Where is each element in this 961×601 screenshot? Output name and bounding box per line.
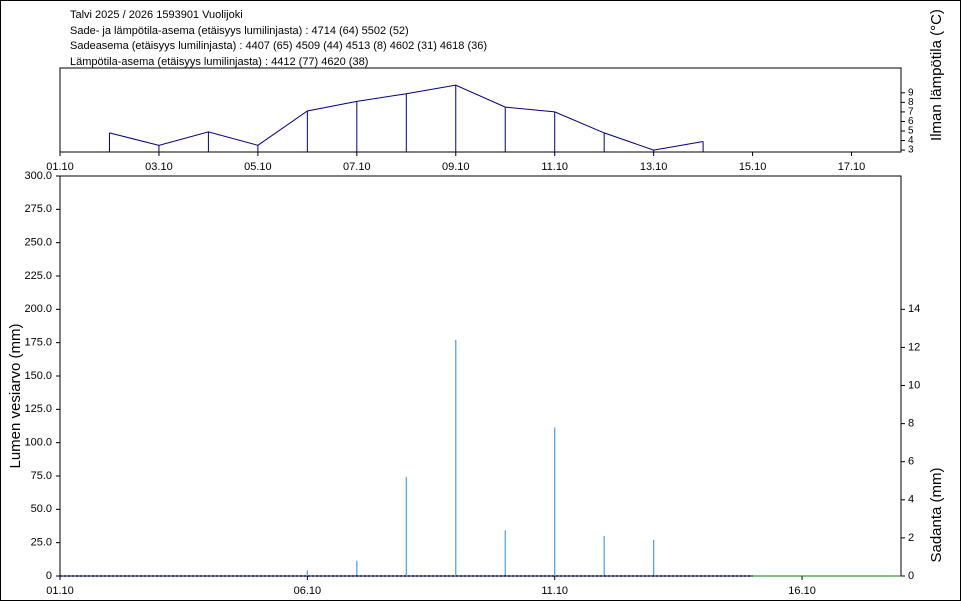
- y2-tick-label: 0: [908, 570, 914, 582]
- y-tick-label: 50.0: [31, 503, 52, 515]
- y2-tick-label: 7: [908, 107, 914, 118]
- header-line: Talvi 2025 / 2026 1593901 Vuolijoki: [70, 9, 243, 21]
- x-tick-label: 06.10: [294, 585, 322, 597]
- y2-tick-label: 12: [908, 341, 920, 353]
- x-tick-label: 11.10: [541, 585, 568, 597]
- series-line: [109, 84, 704, 151]
- x-tick-label: 15.10: [739, 161, 767, 173]
- y2-tick-label: 10: [908, 379, 920, 391]
- x-tick-label: 11.10: [541, 161, 568, 173]
- y-tick-label: 75.0: [31, 470, 52, 482]
- x-tick-label: 03.10: [145, 161, 173, 173]
- y2-tick-label: 4: [908, 135, 914, 146]
- y2-tick-label: 6: [908, 456, 914, 468]
- plot-area: [59, 67, 902, 153]
- y2-tick-label: 8: [908, 418, 914, 430]
- y2-tick-label: 14: [908, 303, 920, 315]
- y2-tick-label: 2: [908, 532, 914, 544]
- y-tick-label: 300.0: [24, 170, 52, 182]
- y-tick-label: 150.0: [24, 370, 52, 382]
- y2-tick-label: 6: [908, 116, 914, 127]
- y2-tick-label: 3: [908, 145, 914, 156]
- header-line: Sade- ja lämpötila-asema (etäisyys lumil…: [70, 25, 409, 37]
- x-tick-label: 13.10: [640, 161, 668, 173]
- x-tick-label: 09.10: [442, 161, 470, 173]
- x-tick-label: 05.10: [244, 161, 272, 173]
- y2-tick-label: 8: [908, 97, 914, 108]
- header-line: Lämpötila-asema (etäisyys lumilinjasta) …: [70, 56, 368, 68]
- y-tick-label: 100.0: [24, 437, 52, 449]
- y2-tick-label: 4: [908, 494, 914, 506]
- x-tick-label: 07.10: [343, 161, 371, 173]
- y-tick-label: 175.0: [24, 337, 52, 349]
- y2-tick-label: 9: [908, 87, 914, 98]
- y-tick-label: 0: [46, 570, 52, 582]
- y-tick-label: 200.0: [24, 303, 52, 315]
- y-tick-label: 225.0: [24, 270, 52, 282]
- y-tick-label: 250.0: [24, 237, 52, 249]
- y2-tick-label: 5: [908, 126, 914, 137]
- x-tick-label: 16.10: [788, 585, 816, 597]
- x-tick-label: 01.10: [46, 585, 74, 597]
- y-tick-label: 125.0: [24, 403, 52, 415]
- y2-axis-title: Ilman lämpötila (°C): [928, 9, 945, 141]
- header-line: Sadeasema (etäisyys lumilinjasta) : 4407…: [70, 40, 487, 52]
- y-tick-label: 275.0: [24, 203, 52, 215]
- y-axis-title: Lumen vesiarvo (mm): [7, 323, 24, 468]
- y-tick-label: 25.0: [31, 537, 52, 549]
- y2-axis-title: Sadanta (mm): [928, 467, 945, 562]
- x-tick-label: 17.10: [838, 161, 866, 173]
- x-tick-label: 01.10: [46, 161, 74, 173]
